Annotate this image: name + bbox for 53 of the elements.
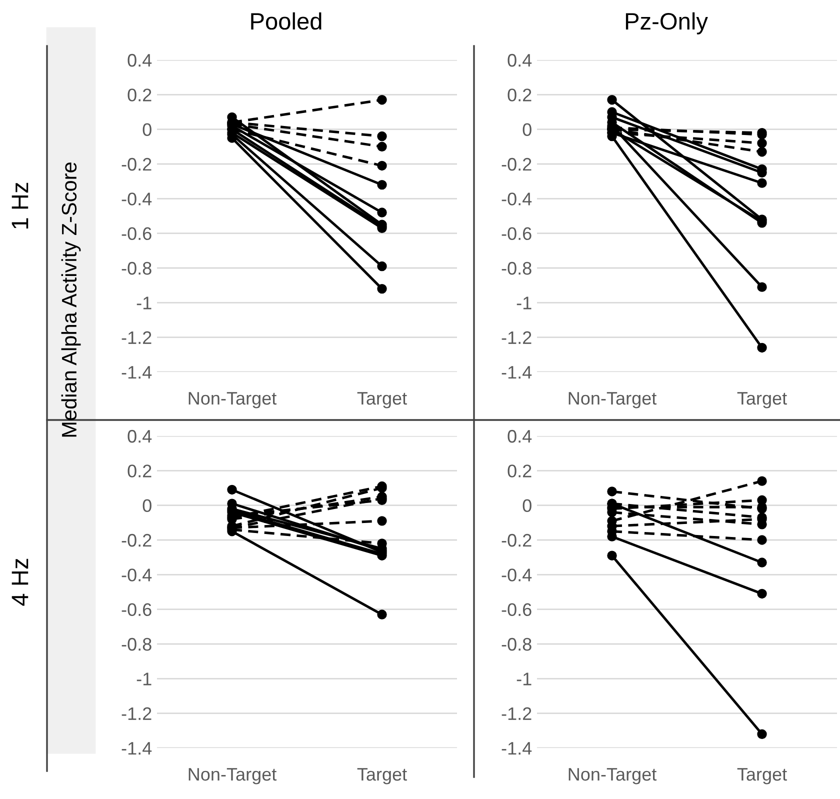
y-tick-label: 0 bbox=[522, 499, 532, 512]
y-tick-label: -1.4 bbox=[502, 366, 532, 379]
y-tick-label: -0.8 bbox=[502, 638, 532, 651]
y-tick-label: -0.2 bbox=[122, 534, 152, 547]
y-tick-label: 0 bbox=[142, 123, 152, 136]
y-tick-label: 0.4 bbox=[128, 54, 152, 67]
y-tick-label: -0.4 bbox=[122, 568, 152, 582]
y-tick-label: -1 bbox=[516, 296, 532, 310]
y-tick-label: 0.4 bbox=[508, 54, 532, 67]
x-tick-label: Non-Target bbox=[568, 392, 657, 408]
chart-title: Pz-Only bbox=[626, 12, 708, 34]
y-axis-title: Median Alpha Activity Z-Score bbox=[61, 162, 81, 437]
y-tick-label: 0.2 bbox=[128, 88, 152, 102]
x-tick-label: Target bbox=[357, 392, 407, 408]
y-tick-label: -1.4 bbox=[122, 366, 152, 379]
y-tick-label: -0.8 bbox=[122, 262, 152, 275]
y-tick-label: -1 bbox=[516, 672, 532, 686]
y-tick-label: -0.4 bbox=[502, 192, 532, 206]
y-tick-label: -0.6 bbox=[122, 227, 152, 240]
y-tick-label: -1.2 bbox=[502, 707, 532, 720]
y-tick-label: -1.2 bbox=[502, 331, 532, 344]
y-tick-label: 0 bbox=[142, 499, 152, 512]
y-tick-label: 0 bbox=[522, 123, 532, 136]
y-tick-label: -0.8 bbox=[502, 262, 532, 275]
chart-title: Pooled bbox=[251, 12, 322, 30]
x-tick-label: Target bbox=[737, 392, 787, 408]
x-tick-label: Target bbox=[357, 768, 407, 784]
y-tick-label: -1.2 bbox=[122, 707, 152, 720]
y-tick-label: 0.2 bbox=[508, 464, 532, 478]
y-tick-label: -0.8 bbox=[122, 638, 152, 651]
y-tick-label: -0.4 bbox=[502, 568, 532, 582]
y-tick-label: -0.4 bbox=[122, 192, 152, 206]
y-tick-label: 0.4 bbox=[508, 430, 532, 443]
y-tick-label: 0.4 bbox=[128, 430, 152, 443]
y-tick-label: -0.6 bbox=[502, 227, 532, 240]
y-tick-label: -1.4 bbox=[122, 742, 152, 755]
y-tick-label: -1 bbox=[136, 672, 152, 686]
x-tick-label: Target bbox=[737, 768, 787, 784]
y-tick-label: -0.2 bbox=[122, 158, 152, 171]
y-tick-label: -0.6 bbox=[122, 603, 152, 616]
y-tick-label: -1.2 bbox=[122, 331, 152, 344]
y-tick-label: -1.4 bbox=[502, 742, 532, 755]
text: 4 Hz bbox=[12, 558, 28, 606]
x-tick-label: Non-Target bbox=[188, 392, 277, 408]
text: 1 Hz bbox=[12, 182, 28, 228]
x-tick-label: Non-Target bbox=[188, 768, 277, 784]
y-tick-label: 0.2 bbox=[508, 88, 532, 102]
y-tick-label: -0.2 bbox=[502, 534, 532, 547]
y-tick-label: 0.2 bbox=[128, 464, 152, 478]
y-tick-label: -0.2 bbox=[502, 158, 532, 171]
y-tick-label: -0.6 bbox=[502, 603, 532, 616]
x-tick-label: Non-Target bbox=[568, 768, 657, 784]
y-tick-label: -1 bbox=[136, 296, 152, 310]
